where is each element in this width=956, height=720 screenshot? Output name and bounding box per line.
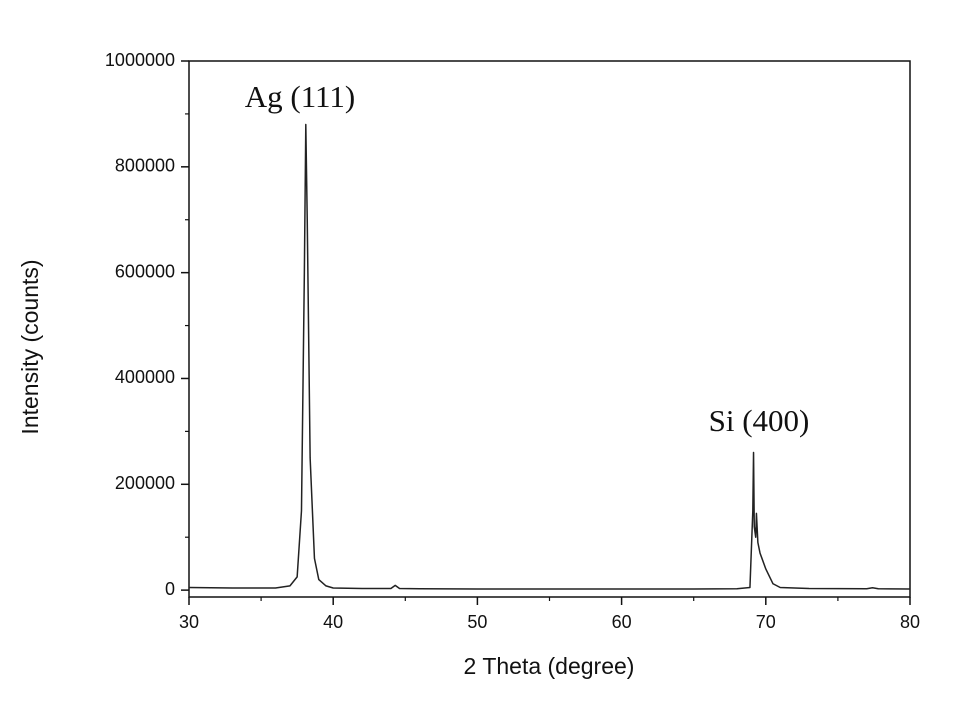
plot-frame [188, 60, 911, 598]
y-tick-label: 1000000 [105, 50, 175, 70]
data-line [188, 123, 911, 590]
y-tick-label: 200000 [115, 473, 175, 493]
y-tick-label: 800000 [115, 156, 175, 176]
y-tick-label: 400000 [115, 367, 175, 387]
x-tick-label: 40 [323, 612, 343, 632]
y-tick-label: 0 [165, 579, 175, 599]
x-tick-label: 60 [612, 612, 632, 632]
annotation: Si (400) [709, 403, 810, 438]
y-tick-label: 600000 [115, 261, 175, 281]
y-axis-title: Intensity (counts) [17, 259, 43, 434]
x-tick-label: 30 [179, 612, 199, 632]
x-axis-title: 2 Theta (degree) [464, 653, 635, 679]
x-tick-label: 50 [467, 612, 487, 632]
x-tick-label: 70 [756, 612, 776, 632]
x-tick-label: 80 [900, 612, 920, 632]
annotation: Ag (111) [245, 79, 355, 114]
